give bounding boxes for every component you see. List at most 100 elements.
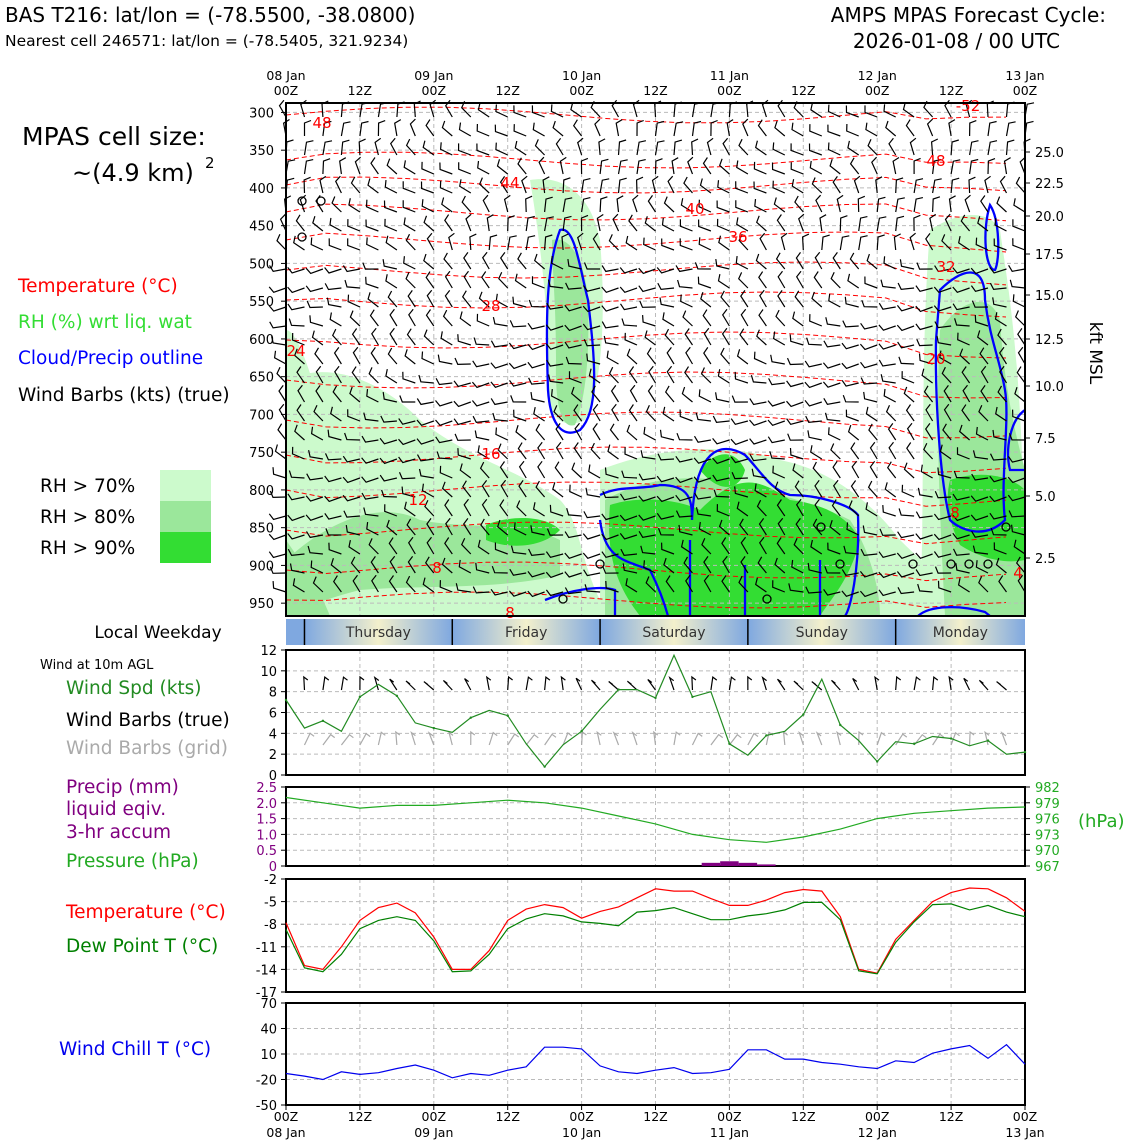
- wind-barb: [624, 332, 638, 346]
- wind-barb: [599, 196, 608, 213]
- wind-barb: [416, 454, 434, 462]
- wind-barb: [772, 180, 786, 194]
- wind-barb: [601, 321, 619, 329]
- wind-barb: [564, 531, 582, 539]
- wind-barb: [703, 574, 712, 593]
- wind-barb: [809, 314, 823, 327]
- wind-barb: [701, 538, 712, 555]
- wind-barb: [770, 354, 785, 365]
- wind-barb: [309, 315, 324, 327]
- pressure-tick-label: 450: [249, 220, 274, 235]
- wind-barb: [516, 500, 527, 517]
- wind-barb: [864, 276, 878, 289]
- pressure-tick-label: 982: [1035, 781, 1060, 796]
- bottom-time-tick: 12Z: [643, 1109, 667, 1124]
- wind-barb: [601, 265, 619, 273]
- wind-barb: [343, 510, 360, 518]
- calm-wind-circle: [908, 559, 918, 569]
- wind-barb: [691, 120, 702, 137]
- precip-bar: [738, 862, 758, 866]
- wind-barb: [636, 140, 647, 156]
- surface-wind-barb: [423, 681, 435, 691]
- wind-barb: [654, 158, 663, 175]
- wind-barb: [342, 494, 361, 502]
- wind-barb: [712, 438, 730, 445]
- wind-barb: [537, 460, 546, 479]
- wind-barb: [956, 447, 970, 460]
- wind-barb: [694, 492, 711, 500]
- wind-barb: [424, 556, 435, 574]
- wind-barb: [561, 233, 569, 251]
- bottom-time-tick: 00Z: [422, 1109, 446, 1124]
- wind-barb: [476, 123, 490, 137]
- wind-barb: [386, 519, 398, 536]
- wind-barb: [996, 196, 1007, 213]
- pressure-tick-label: 300: [249, 106, 274, 121]
- wind-barb: [664, 328, 675, 346]
- wind-barb: [1024, 120, 1034, 137]
- bottom-time-tick: 00Z: [569, 1109, 593, 1124]
- wind-barb: [626, 348, 638, 365]
- wind-barb: [287, 267, 305, 274]
- wind-barb: [287, 533, 305, 540]
- wind-barb: [444, 270, 453, 289]
- wind-barb: [625, 578, 638, 593]
- wind-barb: [685, 346, 694, 365]
- wind-barb: [790, 143, 804, 156]
- wind-barb: [932, 178, 942, 194]
- top-date-tick: 09 Jan: [414, 68, 453, 83]
- wind-barb: [598, 138, 606, 156]
- wind-barb: [823, 589, 841, 596]
- wind-barb: [883, 256, 896, 270]
- wind-barb: [548, 374, 564, 384]
- wind-barb: [349, 310, 361, 327]
- wind-barb: [703, 347, 712, 365]
- wind-barb: [532, 502, 545, 517]
- wind-barb: [915, 323, 933, 331]
- wind-barb: [389, 308, 398, 327]
- wind-barb: [423, 253, 435, 270]
- wind-barb: [735, 256, 749, 270]
- wind-barb: [679, 409, 693, 422]
- wind-barb: [453, 418, 471, 426]
- wind-barb: [934, 491, 952, 499]
- wind-barb: [459, 311, 472, 327]
- wind-barb: [272, 467, 287, 479]
- grid-wind-barb: [447, 730, 454, 746]
- pressure-tick-label: 950: [249, 597, 274, 612]
- wind-barb: [933, 286, 952, 294]
- wind-barb: [545, 343, 564, 350]
- wind-barb: [740, 536, 749, 555]
- wind-barb: [324, 453, 342, 461]
- wind-barb: [1024, 102, 1035, 118]
- wind-barb: [621, 318, 638, 327]
- wind-barb: [886, 461, 897, 479]
- wind-barb: [775, 309, 786, 327]
- wind-barb: [827, 427, 841, 441]
- wind-barb: [830, 272, 841, 289]
- wind-barb: [570, 386, 582, 403]
- kft-tick-label: 20.0: [1035, 210, 1064, 225]
- calm-wind-circle: [983, 559, 993, 569]
- wind-barb: [439, 142, 453, 156]
- wind-barb: [849, 157, 860, 175]
- wind-barb: [547, 279, 564, 289]
- wind-barb: [681, 386, 693, 403]
- wind-barb: [582, 533, 601, 540]
- wind-barb: [347, 238, 361, 251]
- wind-barb: [915, 552, 933, 560]
- wind-chill-tick-label: 70: [260, 997, 277, 1012]
- wind-barb: [942, 423, 952, 441]
- wind-barb: [786, 380, 804, 388]
- wind-barb: [1008, 510, 1026, 518]
- wind-barb: [901, 484, 915, 498]
- wind-speed-point: [691, 695, 694, 699]
- wind-barb: [757, 556, 767, 574]
- wind-barb: [759, 289, 767, 308]
- wind-barb: [491, 565, 508, 574]
- wind-barb: [878, 571, 896, 579]
- wind-barb: [605, 580, 619, 593]
- grid-wind-barb: [836, 730, 842, 746]
- wind-barb: [1011, 524, 1026, 536]
